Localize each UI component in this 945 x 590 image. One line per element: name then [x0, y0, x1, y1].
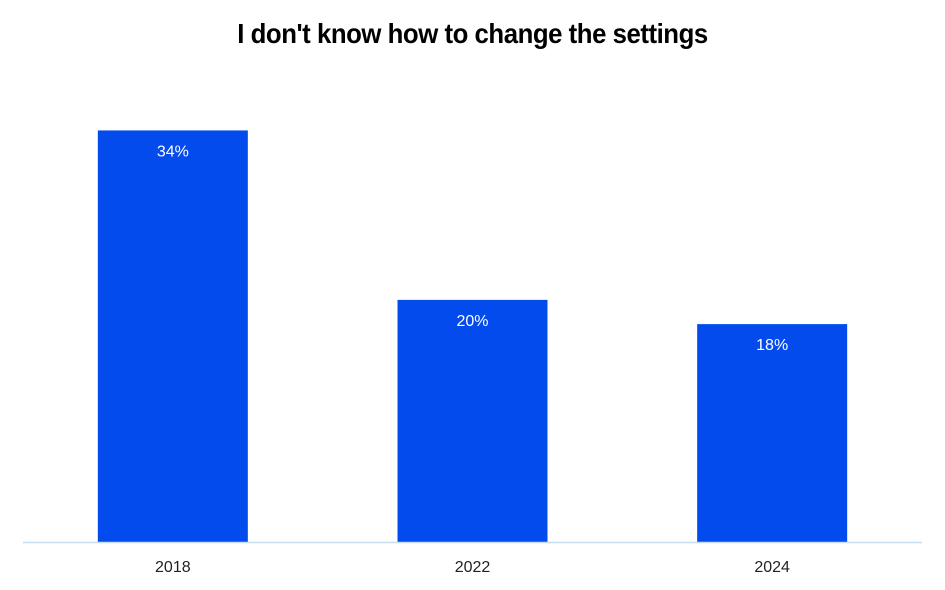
x-tick-label-2024: 2024: [754, 559, 790, 576]
chart-title: I don't know how to change the settings: [237, 18, 708, 49]
data-label-2022: 20%: [456, 313, 488, 330]
bars-group: [97, 130, 848, 542]
bar-2018: [97, 130, 248, 542]
x-tick-labels-group: 2018 2022 2024: [155, 559, 790, 576]
data-label-2018: 34%: [157, 143, 189, 160]
bar-2022: [397, 299, 548, 542]
data-label-2024: 18%: [756, 337, 788, 354]
bar-2024: [697, 324, 848, 542]
x-tick-label-2022: 2022: [455, 559, 491, 576]
data-labels-group: 34% 20% 18%: [157, 143, 788, 354]
x-tick-label-2018: 2018: [155, 559, 191, 576]
